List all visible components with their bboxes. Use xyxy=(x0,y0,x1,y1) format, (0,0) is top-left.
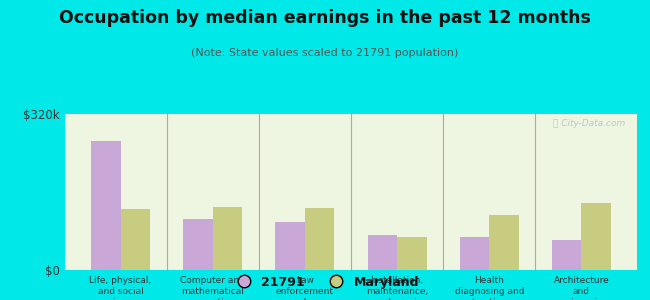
Text: Ⓜ City-Data.com: Ⓜ City-Data.com xyxy=(553,119,625,128)
Bar xyxy=(91,141,120,270)
Legend: 21791, Maryland: 21791, Maryland xyxy=(226,271,424,294)
Bar xyxy=(460,237,489,270)
Bar xyxy=(213,207,242,270)
Bar xyxy=(120,209,150,270)
Bar xyxy=(582,203,611,270)
Bar xyxy=(305,208,334,270)
Bar xyxy=(183,219,213,270)
Bar xyxy=(552,240,582,270)
Bar xyxy=(489,215,519,270)
Bar xyxy=(397,237,426,270)
Text: Occupation by median earnings in the past 12 months: Occupation by median earnings in the pas… xyxy=(59,9,591,27)
Text: (Note: State values scaled to 21791 population): (Note: State values scaled to 21791 popu… xyxy=(191,48,459,58)
Bar xyxy=(368,235,397,270)
Bar xyxy=(276,222,305,270)
